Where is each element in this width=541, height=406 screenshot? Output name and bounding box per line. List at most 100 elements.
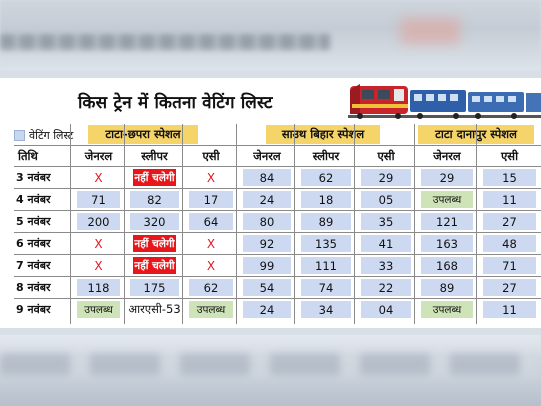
table-cell: 163	[421, 235, 473, 252]
cross-mark: X	[206, 258, 216, 273]
cross-mark: X	[94, 236, 103, 251]
table-cell: 200	[77, 213, 120, 230]
available-badge: उपलब्ध	[421, 301, 473, 318]
header-divider	[14, 145, 541, 146]
table-cell: 99	[243, 257, 291, 274]
column-header: जेनरल	[433, 148, 461, 163]
coach-icon	[410, 90, 466, 112]
table-cell: 17	[189, 191, 233, 208]
not-running-badge: नहीं चलेगी	[133, 235, 176, 252]
table-cell: 111	[301, 257, 351, 274]
table-cell: 33	[361, 257, 411, 274]
legend-label: वेटिंग लिस्ट	[29, 129, 74, 142]
table-cell: 62	[189, 279, 233, 296]
table-cell: 64	[189, 213, 233, 230]
cross-mark: X	[206, 170, 216, 185]
rac-cell: आरएसी-53	[128, 302, 181, 316]
group-header-south-bihar: साउथ बिहार स्पेशल	[266, 125, 380, 144]
cross-mark: X	[94, 170, 103, 185]
table-cell: 82	[130, 191, 179, 208]
available-badge: उपलब्ध	[189, 301, 233, 318]
column-divider	[124, 124, 125, 324]
row-divider	[14, 232, 541, 233]
row-date-label: 5 नवंबर	[16, 214, 51, 228]
table-cell: 24	[243, 301, 291, 318]
row-date-label: 6 नवंबर	[16, 236, 51, 250]
table-cell: 11	[483, 301, 536, 318]
column-header-date: तिथि	[18, 148, 38, 163]
table-cell: 175	[130, 279, 179, 296]
column-divider	[294, 124, 295, 324]
table-cell: 15	[483, 169, 536, 186]
table-cell: 05	[361, 191, 411, 208]
legend-swatch	[14, 130, 25, 141]
table-cell: 89	[301, 213, 351, 230]
column-header: एसी	[202, 148, 220, 163]
header-divider	[14, 166, 541, 167]
column-divider	[354, 124, 355, 324]
blurred-band	[0, 353, 541, 375]
available-badge: उपलब्ध	[77, 301, 120, 318]
cross-mark: X	[94, 258, 103, 273]
row-date-label: 9 नवंबर	[16, 302, 51, 316]
table-cell: 118	[77, 279, 120, 296]
train-illustration	[348, 84, 541, 119]
column-divider	[414, 124, 415, 324]
table-cell: 24	[243, 191, 291, 208]
available-badge: उपलब्ध	[421, 191, 473, 208]
cross-mark: X	[206, 236, 216, 251]
blurred-shape	[400, 18, 460, 44]
table-cell: 80	[243, 213, 291, 230]
table-cell: 22	[361, 279, 411, 296]
table-cell: 71	[483, 257, 536, 274]
table-cell: 89	[421, 279, 473, 296]
column-header: एसी	[500, 148, 519, 163]
column-divider	[476, 124, 477, 324]
column-divider	[236, 124, 237, 324]
table-cell: 48	[483, 235, 536, 252]
row-date-label: 4 नवंबर	[16, 192, 51, 206]
table-cell: 41	[361, 235, 411, 252]
table-cell: 04	[361, 301, 411, 318]
column-header: जेनरल	[84, 148, 113, 163]
blurred-headline	[0, 34, 330, 50]
table-cell: 29	[421, 169, 473, 186]
table-cell: 92	[243, 235, 291, 252]
table-cell: 84	[243, 169, 291, 186]
blurred-background-top	[0, 0, 541, 70]
row-divider	[14, 276, 541, 277]
table-cell: 11	[483, 191, 536, 208]
table-cell: 27	[483, 279, 536, 296]
infographic-title: किस ट्रेन में कितना वेटिंग लिस्ट	[78, 93, 273, 113]
table-cell: 62	[301, 169, 351, 186]
table-cell: 54	[243, 279, 291, 296]
table-cell: 71	[77, 191, 120, 208]
row-divider	[14, 254, 541, 255]
blurred-background-bottom	[0, 335, 541, 406]
column-divider	[70, 124, 71, 324]
not-running-badge: नहीं चलेगी	[133, 169, 176, 186]
table-cell: 34	[301, 301, 351, 318]
table-cell: 35	[361, 213, 411, 230]
table-cell: 18	[301, 191, 351, 208]
legend: वेटिंग लिस्ट	[14, 127, 73, 144]
column-header: स्लीपर	[312, 148, 340, 163]
table-cell: 27	[483, 213, 536, 230]
column-header: एसी	[377, 148, 395, 163]
column-divider	[182, 124, 183, 324]
table-cell: 74	[301, 279, 351, 296]
table-cell: 121	[421, 213, 473, 230]
row-date-label: 7 नवंबर	[16, 258, 51, 272]
row-divider	[14, 188, 541, 189]
not-running-badge: नहीं चलेगी	[133, 257, 176, 274]
row-divider	[14, 298, 541, 299]
table-cell: 168	[421, 257, 473, 274]
row-divider	[14, 210, 541, 211]
locomotive-icon	[350, 84, 408, 114]
row-date-label: 3 नवंबर	[16, 170, 51, 184]
table-cell: 320	[130, 213, 179, 230]
table-cell: 135	[301, 235, 351, 252]
column-header: जेनरल	[253, 148, 281, 163]
table-cell: 29	[361, 169, 411, 186]
coach-icon	[468, 92, 524, 112]
